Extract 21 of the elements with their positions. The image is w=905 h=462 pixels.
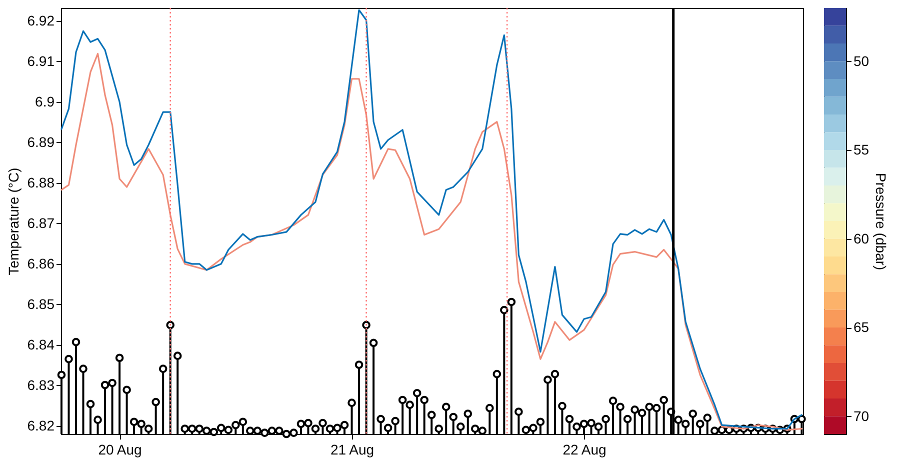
y-tick-label: 6.87: [27, 214, 55, 231]
y-axis-title: Temperature (°C): [5, 168, 22, 276]
x-tick-label: 22 Aug: [562, 442, 606, 458]
y-tick-label: 6.86: [27, 255, 55, 272]
color-bar-label: 55: [854, 142, 870, 158]
y-tick-label: 6.89: [27, 134, 55, 150]
color-bar-label: 60: [854, 230, 870, 246]
x-tick-label: 20 Aug: [98, 442, 142, 458]
color-bar-label: 50: [854, 52, 870, 69]
color-bar-label: 65: [854, 319, 870, 335]
y-tick-label: 6.92: [27, 12, 55, 28]
y-tick-label: 6.85: [27, 296, 55, 312]
y-tick-label: 6.83: [27, 376, 55, 393]
y-tick-label: 6.84: [27, 336, 55, 352]
x-tick-label: 21 Aug: [330, 442, 374, 458]
color-bar-label: 70: [854, 408, 870, 424]
y-tick-label: 6.91: [27, 52, 55, 69]
y-tick-label: 6.88: [27, 174, 55, 190]
y-tick-label: 6.82: [27, 417, 55, 434]
y-tick-label: 6.9: [35, 93, 55, 110]
color-bar-title: Pressure (dbar): [873, 172, 890, 270]
